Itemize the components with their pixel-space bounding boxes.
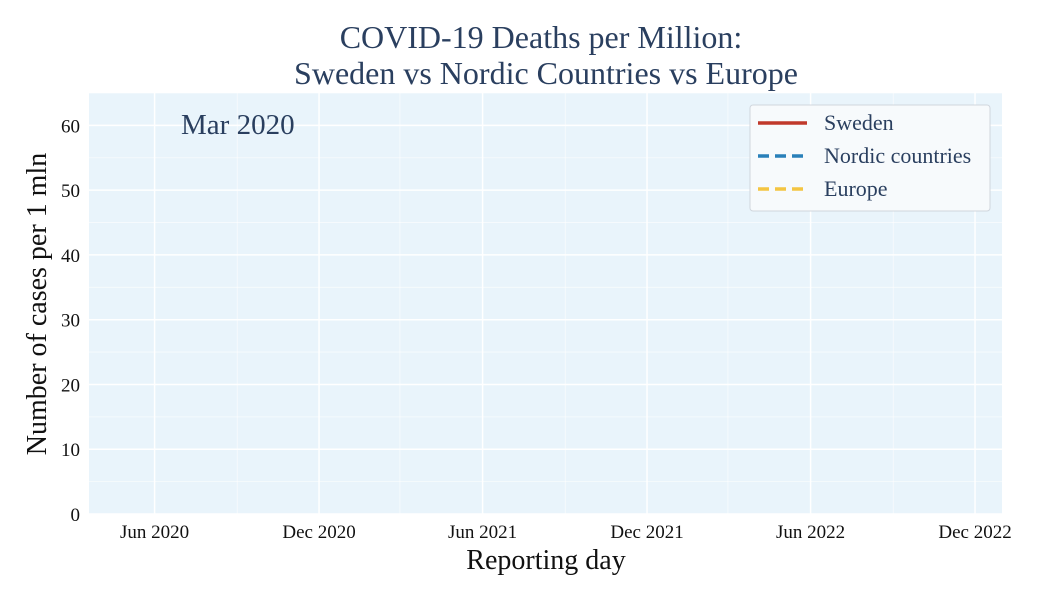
y-tick-label: 60 [61, 116, 80, 137]
x-tick-label: Dec 2021 [610, 522, 683, 543]
y-axis-label: Number of cases per 1 mln [22, 153, 53, 455]
y-tick-label: 0 [71, 505, 81, 526]
x-tick-label: Jun 2021 [448, 522, 517, 543]
y-tick-label: 10 [61, 440, 80, 461]
y-tick-label: 20 [61, 375, 80, 396]
y-tick-label: 50 [61, 181, 80, 202]
chart-title-line-2: Sweden vs Nordic Countries vs Europe [294, 55, 798, 91]
x-axis-label: Reporting day [466, 545, 625, 576]
legend-box [749, 104, 991, 212]
chart-title-line-1: COVID-19 Deaths per Million: [340, 19, 743, 55]
x-tick-label: Jun 2022 [776, 522, 845, 543]
legend-label-sweden: Sweden [824, 110, 894, 135]
legend-label-europe: Europe [824, 176, 888, 201]
x-tick-label: Dec 2020 [282, 522, 355, 543]
y-tick-label: 30 [61, 311, 80, 332]
legend-label-nordic: Nordic countries [824, 143, 971, 168]
x-axis-ticks: Jun 2020 Dec 2020 Jun 2021 Dec 2021 Jun 2022… [120, 522, 1012, 543]
legend: Sweden Nordic countries Europe [749, 104, 991, 212]
period-label: Mar 2020 [181, 109, 295, 141]
x-tick-label: Jun 2020 [120, 522, 189, 543]
y-axis-ticks: 0 10 20 30 40 50 60 [61, 116, 80, 526]
y-tick-label: 40 [61, 246, 80, 267]
x-tick-label: Dec 2022 [938, 522, 1011, 543]
